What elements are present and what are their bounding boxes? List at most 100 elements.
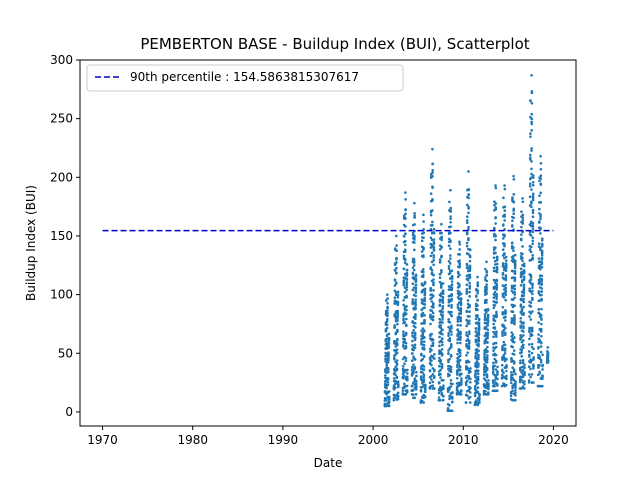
data-point bbox=[431, 342, 435, 345]
data-point bbox=[423, 282, 427, 285]
data-point bbox=[405, 277, 409, 281]
data-point bbox=[465, 353, 468, 357]
data-point bbox=[458, 351, 462, 355]
data-point bbox=[473, 393, 477, 397]
data-point bbox=[513, 259, 517, 263]
data-point bbox=[411, 288, 415, 292]
data-point bbox=[485, 287, 488, 291]
data-point bbox=[431, 315, 435, 319]
data-point bbox=[459, 312, 463, 315]
data-point bbox=[493, 379, 496, 382]
data-point bbox=[502, 324, 506, 328]
data-point bbox=[411, 331, 414, 335]
data-point bbox=[504, 319, 507, 322]
data-point bbox=[513, 296, 516, 300]
x-tick-label: 2010 bbox=[448, 433, 479, 447]
data-point bbox=[411, 298, 415, 301]
data-point bbox=[395, 375, 399, 379]
data-point bbox=[405, 282, 408, 286]
data-point bbox=[429, 286, 433, 290]
data-point bbox=[501, 368, 504, 372]
data-point bbox=[540, 237, 544, 240]
data-point bbox=[403, 243, 407, 247]
data-point bbox=[529, 234, 533, 237]
data-point bbox=[414, 301, 417, 304]
data-point bbox=[447, 349, 450, 352]
y-tick-label: 300 bbox=[50, 53, 73, 67]
data-point bbox=[477, 357, 480, 361]
data-point bbox=[477, 344, 480, 348]
data-point bbox=[513, 293, 517, 296]
data-point bbox=[438, 317, 442, 321]
data-point bbox=[422, 220, 425, 223]
data-point bbox=[477, 321, 481, 325]
data-point bbox=[441, 343, 444, 347]
data-point bbox=[448, 321, 452, 324]
data-point bbox=[395, 261, 398, 264]
data-point bbox=[485, 301, 488, 304]
data-point bbox=[456, 352, 459, 356]
data-point bbox=[493, 364, 496, 368]
data-point bbox=[502, 328, 506, 332]
data-point bbox=[420, 340, 423, 343]
data-point bbox=[531, 221, 535, 225]
data-point bbox=[432, 306, 435, 309]
data-point bbox=[420, 353, 423, 357]
data-point bbox=[485, 374, 489, 378]
data-point bbox=[465, 221, 469, 224]
data-point bbox=[465, 244, 469, 248]
data-point bbox=[494, 208, 498, 211]
data-point bbox=[503, 359, 507, 363]
data-point bbox=[432, 231, 436, 235]
data-point bbox=[519, 267, 523, 271]
data-point bbox=[485, 356, 489, 359]
data-point bbox=[432, 294, 435, 298]
data-point bbox=[404, 356, 408, 360]
data-point bbox=[476, 390, 480, 394]
data-point bbox=[439, 368, 442, 372]
data-point bbox=[468, 401, 472, 404]
data-point bbox=[531, 242, 534, 246]
data-point bbox=[538, 194, 541, 197]
data-point bbox=[502, 196, 505, 200]
data-point bbox=[386, 377, 390, 381]
data-point bbox=[449, 355, 453, 358]
data-point bbox=[394, 293, 398, 297]
data-point bbox=[458, 359, 462, 362]
data-point bbox=[522, 312, 525, 315]
data-point bbox=[448, 339, 452, 343]
data-point bbox=[468, 305, 471, 309]
data-point bbox=[395, 351, 399, 355]
data-point bbox=[392, 377, 396, 380]
data-point bbox=[440, 340, 444, 344]
data-point bbox=[449, 379, 453, 382]
data-point bbox=[404, 344, 408, 348]
data-point bbox=[456, 365, 459, 369]
data-point bbox=[469, 380, 472, 384]
data-point bbox=[537, 290, 541, 293]
data-point bbox=[403, 382, 406, 386]
data-point bbox=[520, 307, 524, 311]
data-point bbox=[491, 370, 495, 373]
data-point bbox=[468, 322, 471, 325]
data-point bbox=[402, 254, 406, 258]
data-point bbox=[447, 260, 451, 263]
data-point bbox=[447, 267, 451, 271]
data-point bbox=[458, 368, 462, 372]
data-point bbox=[494, 361, 498, 364]
data-point bbox=[396, 391, 400, 395]
data-point bbox=[459, 336, 462, 340]
data-point bbox=[430, 374, 433, 378]
data-point bbox=[503, 205, 507, 209]
data-point bbox=[458, 290, 461, 294]
data-point bbox=[449, 344, 453, 348]
data-point bbox=[423, 314, 426, 317]
data-point bbox=[505, 369, 508, 373]
data-point bbox=[494, 263, 497, 266]
data-point bbox=[477, 317, 481, 321]
data-point bbox=[492, 322, 495, 326]
data-point bbox=[431, 199, 434, 202]
data-point bbox=[440, 222, 443, 226]
data-point bbox=[467, 360, 471, 364]
data-point bbox=[431, 384, 435, 388]
